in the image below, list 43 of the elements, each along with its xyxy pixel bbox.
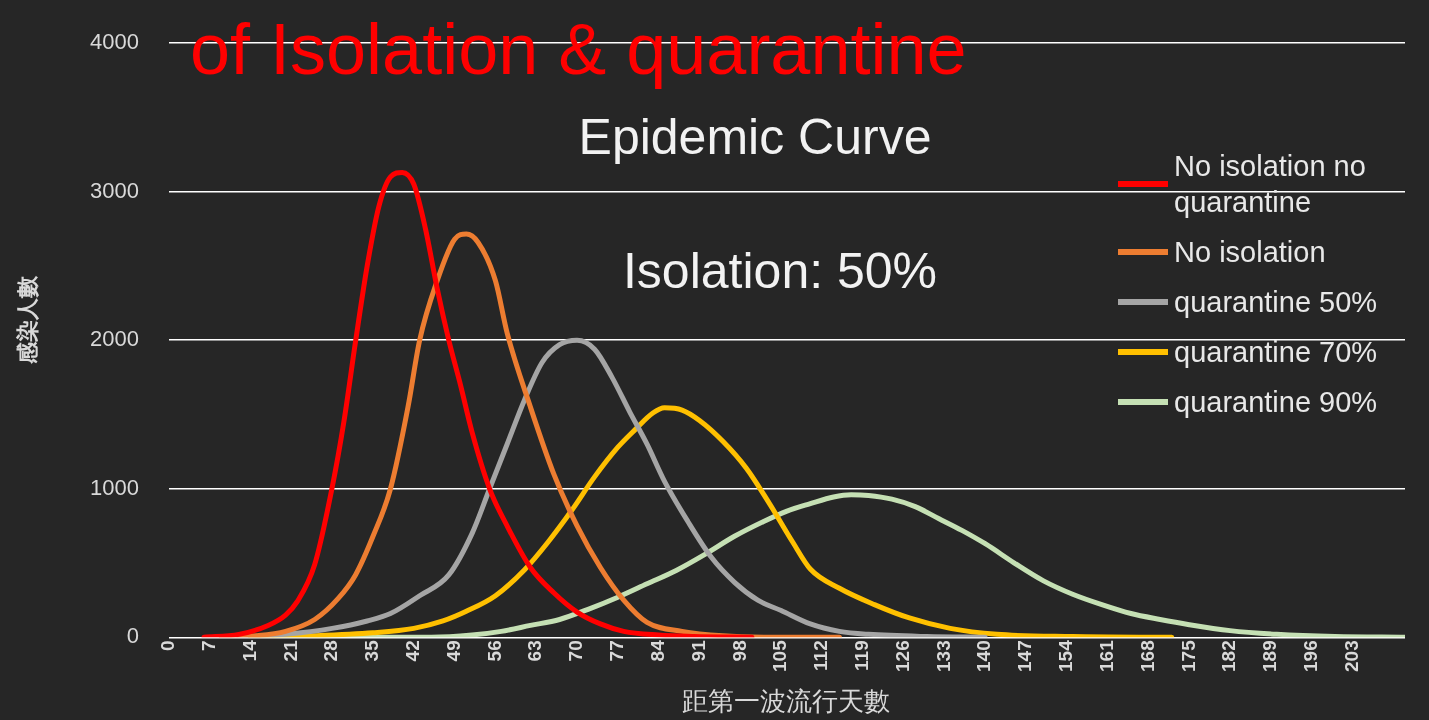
legend-label: quarantine 70%: [1174, 335, 1379, 370]
y-tick-label: 4000: [89, 29, 139, 55]
text: Epidemic Curve: [578, 108, 932, 166]
x-tick-label: 119: [851, 640, 872, 671]
x-tick-label: 154: [1055, 639, 1077, 672]
x-tick-label: 14: [238, 639, 260, 662]
x-tick-label: 42: [402, 640, 424, 662]
x-tick-label: 77: [606, 640, 628, 662]
x-tick-label: 189: [1259, 640, 1281, 672]
x-tick-label: 56: [483, 640, 505, 662]
x-tick-label: 140: [973, 640, 995, 672]
x-tick-label: 28: [320, 640, 342, 662]
x-tick-label: 70: [565, 640, 587, 662]
x-tick-label: 35: [361, 639, 383, 662]
x-tick-label: 91: [687, 639, 709, 662]
x-tick-label: 175: [1177, 639, 1199, 672]
x-tick-label: 63: [524, 640, 546, 662]
x-tick-label: 133: [932, 640, 954, 672]
legend-label: No isolation no quarantine: [1174, 149, 1367, 220]
legend-label: quarantine 50%: [1174, 285, 1379, 320]
x-tick-label: 168: [1136, 640, 1158, 672]
x-tick-label: 105: [769, 639, 791, 672]
x-axis-title: 距第一波流行天數: [682, 685, 890, 718]
x-tick-label: 7: [197, 640, 219, 651]
x-tick-label: 147: [1014, 640, 1036, 672]
y-tick-label: 3000: [89, 177, 139, 203]
x-tick-label: 203: [1340, 640, 1362, 672]
annotation: Isolation: 50%: [622, 242, 938, 300]
x-tick-label: 182: [1218, 640, 1240, 672]
x-tick-label: 161: [1095, 639, 1117, 672]
x-tick-label: 126: [891, 640, 913, 672]
x-tick-label: 98: [728, 640, 750, 662]
x-tick-label: 84: [646, 639, 668, 662]
y-tick-label: 1000: [89, 474, 139, 500]
x-tick-label: 21: [279, 639, 301, 662]
y-tick-label: 2000: [89, 326, 139, 352]
x-tick-label: 49: [442, 640, 464, 662]
x-tick-label: 112: [810, 640, 832, 671]
x-tick-label: 0: [157, 640, 179, 651]
y-axis-title: 感染人數: [14, 276, 41, 364]
legend-label: No isolation: [1174, 235, 1327, 270]
legend-label: quarantine 90%: [1174, 385, 1379, 420]
x-tick-label: 196: [1299, 640, 1321, 672]
